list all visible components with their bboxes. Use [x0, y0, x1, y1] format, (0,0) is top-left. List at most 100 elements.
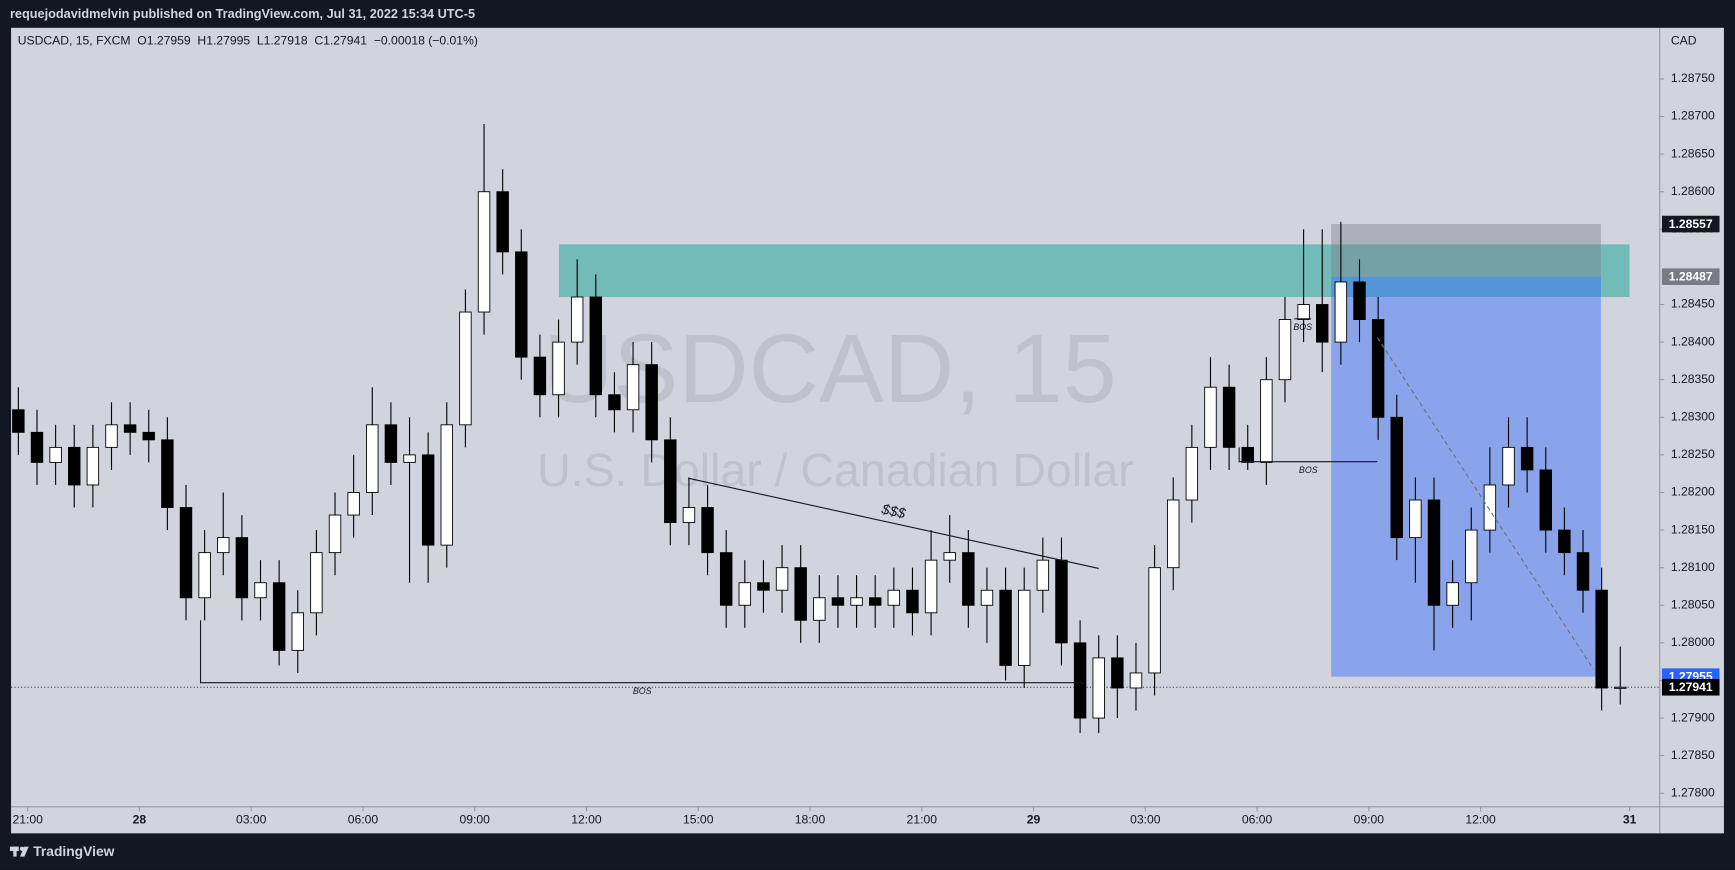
candle-body — [1297, 304, 1310, 320]
candle-body — [49, 446, 62, 463]
y-tick-label: 1.28250 — [1671, 447, 1715, 461]
candle-body — [626, 364, 640, 411]
x-tick-label: 15:00 — [683, 812, 714, 826]
candle-body — [924, 559, 938, 614]
candle-body — [608, 394, 621, 411]
zone — [558, 244, 1630, 297]
x-tick-label: 12:00 — [1465, 812, 1496, 826]
candle-body — [1278, 319, 1292, 381]
candle-body — [719, 552, 733, 606]
x-tick-label: 18:00 — [795, 812, 826, 826]
candle-body — [254, 582, 267, 599]
candle-body — [794, 567, 807, 621]
price-axis — [1659, 27, 1724, 834]
candle-body — [682, 507, 696, 524]
watermark-subtitle: U.S. Dollar / Canadian Dollar — [537, 444, 1134, 496]
candle-body — [533, 356, 547, 396]
candle-body — [1204, 386, 1217, 448]
candle-body — [1055, 559, 1068, 644]
y-tick-label: 1.28700 — [1671, 109, 1715, 123]
candle-body — [1371, 319, 1385, 418]
candle-body — [1614, 686, 1627, 689]
candle-body — [738, 582, 752, 606]
x-tick-label: 12:00 — [571, 812, 602, 826]
price-label-box — [1661, 268, 1720, 285]
candle-body — [943, 552, 956, 561]
candle-body — [328, 514, 342, 554]
footer-brand: TradingView — [33, 843, 114, 859]
candle-body — [1539, 469, 1552, 531]
candle-body — [272, 582, 286, 651]
candle-body — [1111, 657, 1124, 689]
candle-body — [701, 507, 714, 554]
candle-body — [1409, 499, 1422, 539]
x-tick-label: 03:00 — [1130, 812, 1161, 826]
candle-body — [1353, 281, 1366, 320]
candle-body — [477, 191, 491, 313]
zone — [1331, 276, 1601, 677]
candle-body — [1185, 446, 1199, 501]
x-tick-label: 09:00 — [1354, 812, 1385, 826]
candle-body — [1167, 499, 1180, 569]
candle-body — [1465, 529, 1478, 584]
y-tick-label: 1.28150 — [1671, 522, 1715, 536]
y-tick-label: 1.27850 — [1671, 748, 1715, 762]
y-tick-label: 1.28300 — [1671, 410, 1715, 424]
x-tick-label: 06:00 — [348, 812, 379, 826]
candle-body — [1241, 446, 1254, 463]
candle-body — [1092, 657, 1105, 719]
candle-body — [347, 492, 360, 516]
candle-body — [1595, 589, 1608, 689]
candle-body — [1073, 642, 1087, 719]
drawing-label: BOS — [1293, 322, 1312, 332]
candle-body — [403, 454, 416, 463]
x-tick-label: 06:00 — [1242, 812, 1273, 826]
candle-body — [1502, 446, 1515, 486]
drawing-line — [199, 620, 1084, 684]
plot-layer: 1.278001.278501.279001.279501.280001.280… — [11, 71, 1720, 826]
publisher-text: requejodavidmelvin published on TradingV… — [10, 6, 475, 21]
candle-body — [887, 589, 901, 606]
candle-body — [384, 424, 398, 463]
x-tick-label: 21:00 — [12, 812, 43, 826]
drawing-label: BOS — [1299, 465, 1318, 475]
y-tick-label: 1.28200 — [1671, 485, 1715, 499]
candle-body — [179, 507, 193, 599]
y-tick-label: 1.28600 — [1671, 184, 1715, 198]
drawing-line — [688, 477, 1099, 569]
y-tick-label: 1.28100 — [1671, 560, 1715, 574]
x-tick-label: 29 — [1027, 812, 1041, 826]
candle-body — [850, 597, 863, 606]
candle-body — [198, 552, 211, 599]
candle-body — [775, 567, 789, 591]
y-tick-label: 1.28450 — [1671, 297, 1715, 311]
candle-body — [1222, 386, 1236, 448]
candle-body — [1316, 304, 1329, 343]
candle-body — [1334, 281, 1348, 343]
candle-body — [310, 552, 323, 614]
price-label: 1.28557 — [1669, 217, 1713, 231]
candle-body — [421, 454, 435, 546]
trend-line-dashed — [1376, 337, 1594, 670]
candle-body — [552, 341, 565, 396]
candle-body — [1036, 559, 1050, 591]
candle-body — [30, 431, 44, 463]
candle-body — [906, 589, 919, 614]
candle-body — [589, 296, 603, 396]
x-tick-label: 03:00 — [236, 812, 267, 826]
y-tick-label: 1.27800 — [1671, 785, 1715, 799]
candle-body — [645, 364, 658, 441]
tradingview-logo — [9, 846, 29, 857]
candle-body — [664, 439, 677, 524]
candle-body — [235, 537, 249, 599]
logo-part — [13, 846, 17, 857]
candle-body — [980, 589, 994, 606]
price-label-box — [1661, 215, 1720, 233]
candle-body — [757, 582, 770, 591]
candle-body — [459, 311, 472, 426]
candle-body — [868, 597, 882, 606]
candle-body — [217, 537, 230, 554]
x-tick-label: 21:00 — [907, 812, 938, 826]
candle-body — [813, 597, 826, 621]
